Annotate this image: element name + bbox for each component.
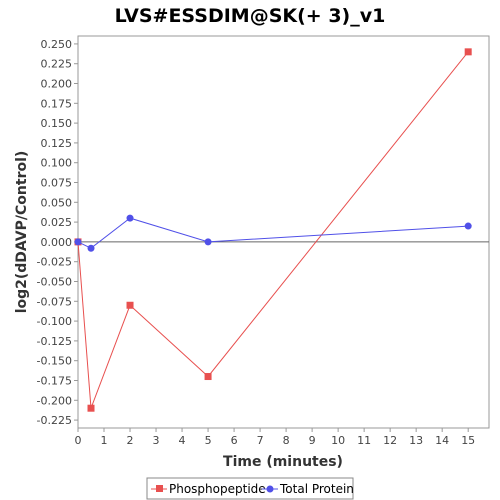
x-tick-label: 5	[205, 434, 212, 447]
y-tick-label: -0.200	[37, 394, 72, 407]
y-tick-label: -0.075	[37, 295, 72, 308]
y-tick-label: 0.025	[41, 216, 73, 229]
data-point	[205, 238, 212, 245]
x-tick-label: 1	[101, 434, 108, 447]
y-tick-label: -0.150	[37, 355, 72, 368]
legend-marker-phospho	[156, 485, 163, 492]
data-point	[75, 238, 82, 245]
y-tick-label: -0.050	[37, 275, 72, 288]
chart-title: LVS#ESSDIM@SK(+ 3)_v1	[115, 5, 386, 27]
y-tick-label: 0.200	[41, 78, 73, 91]
x-axis-label: Time (minutes)	[223, 454, 343, 470]
x-tick-label: 13	[409, 434, 423, 447]
x-tick-label: 8	[283, 434, 290, 447]
y-tick-label: 0.100	[41, 157, 73, 170]
y-tick-label: -0.125	[37, 335, 72, 348]
y-tick-label: 0.125	[41, 137, 73, 150]
legend-label-phospho: Phosphopeptide	[169, 482, 266, 496]
x-tick-label: 15	[461, 434, 475, 447]
y-tick-label: 0.050	[41, 196, 73, 209]
x-tick-label: 2	[127, 434, 134, 447]
data-point	[465, 48, 472, 55]
x-tick-label: 7	[257, 434, 264, 447]
x-tick-label: 14	[435, 434, 449, 447]
x-tick-label: 6	[231, 434, 238, 447]
x-tick-label: 4	[179, 434, 186, 447]
x-tick-label: 12	[383, 434, 397, 447]
y-tick-label: 0.000	[41, 236, 73, 249]
data-point	[88, 245, 95, 252]
legend-marker-total	[267, 486, 274, 493]
data-point	[465, 223, 472, 230]
y-tick-label: 0.150	[41, 117, 73, 130]
legend: Phosphopeptide Total Protein	[147, 478, 354, 499]
x-tick-label: 0	[75, 434, 82, 447]
y-tick-label: -0.175	[37, 374, 72, 387]
data-point	[127, 302, 134, 309]
y-tick-label: 0.175	[41, 97, 73, 110]
y-axis-label: log2(dDAVP/Control)	[14, 151, 30, 314]
x-tick-label: 10	[331, 434, 345, 447]
data-point	[88, 405, 95, 412]
y-tick-label: -0.100	[37, 315, 72, 328]
y-tick-label: 0.225	[41, 58, 73, 71]
data-point	[127, 215, 134, 222]
y-tick-label: 0.075	[41, 177, 73, 190]
x-tick-label: 9	[309, 434, 316, 447]
y-tick-label: 0.250	[41, 38, 73, 51]
y-tick-label: -0.225	[37, 414, 72, 427]
plot-area	[78, 36, 489, 428]
y-tick-label: -0.025	[37, 256, 72, 269]
legend-label-total: Total Protein	[279, 482, 354, 496]
x-tick-label: 3	[153, 434, 160, 447]
x-tick-label: 11	[357, 434, 371, 447]
data-point	[205, 373, 212, 380]
